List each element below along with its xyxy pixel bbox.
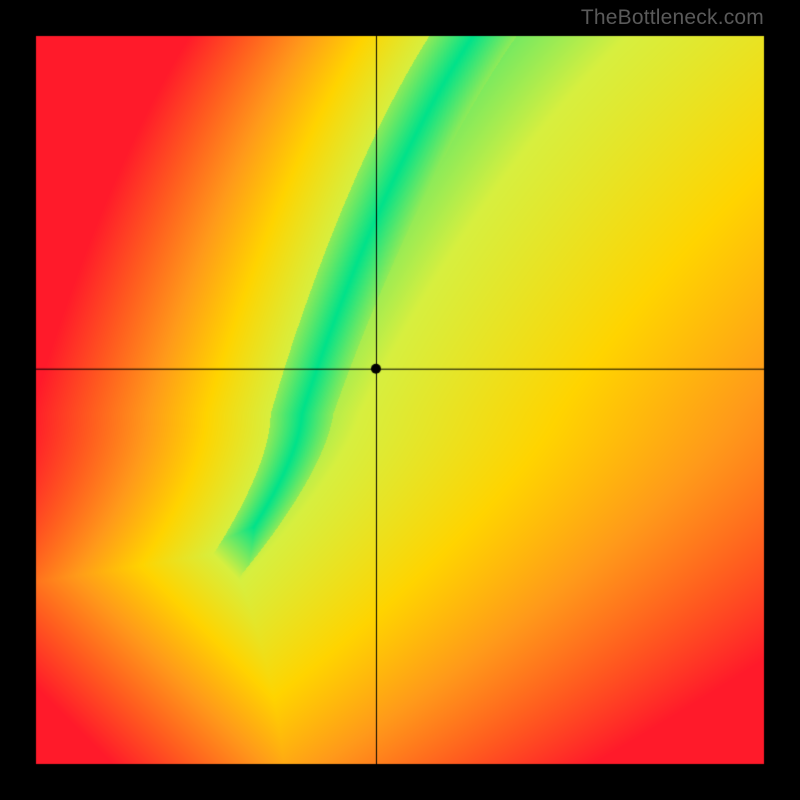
heatmap-canvas [0,0,800,800]
chart-container: TheBottleneck.com [0,0,800,800]
watermark-text: TheBottleneck.com [581,6,764,30]
